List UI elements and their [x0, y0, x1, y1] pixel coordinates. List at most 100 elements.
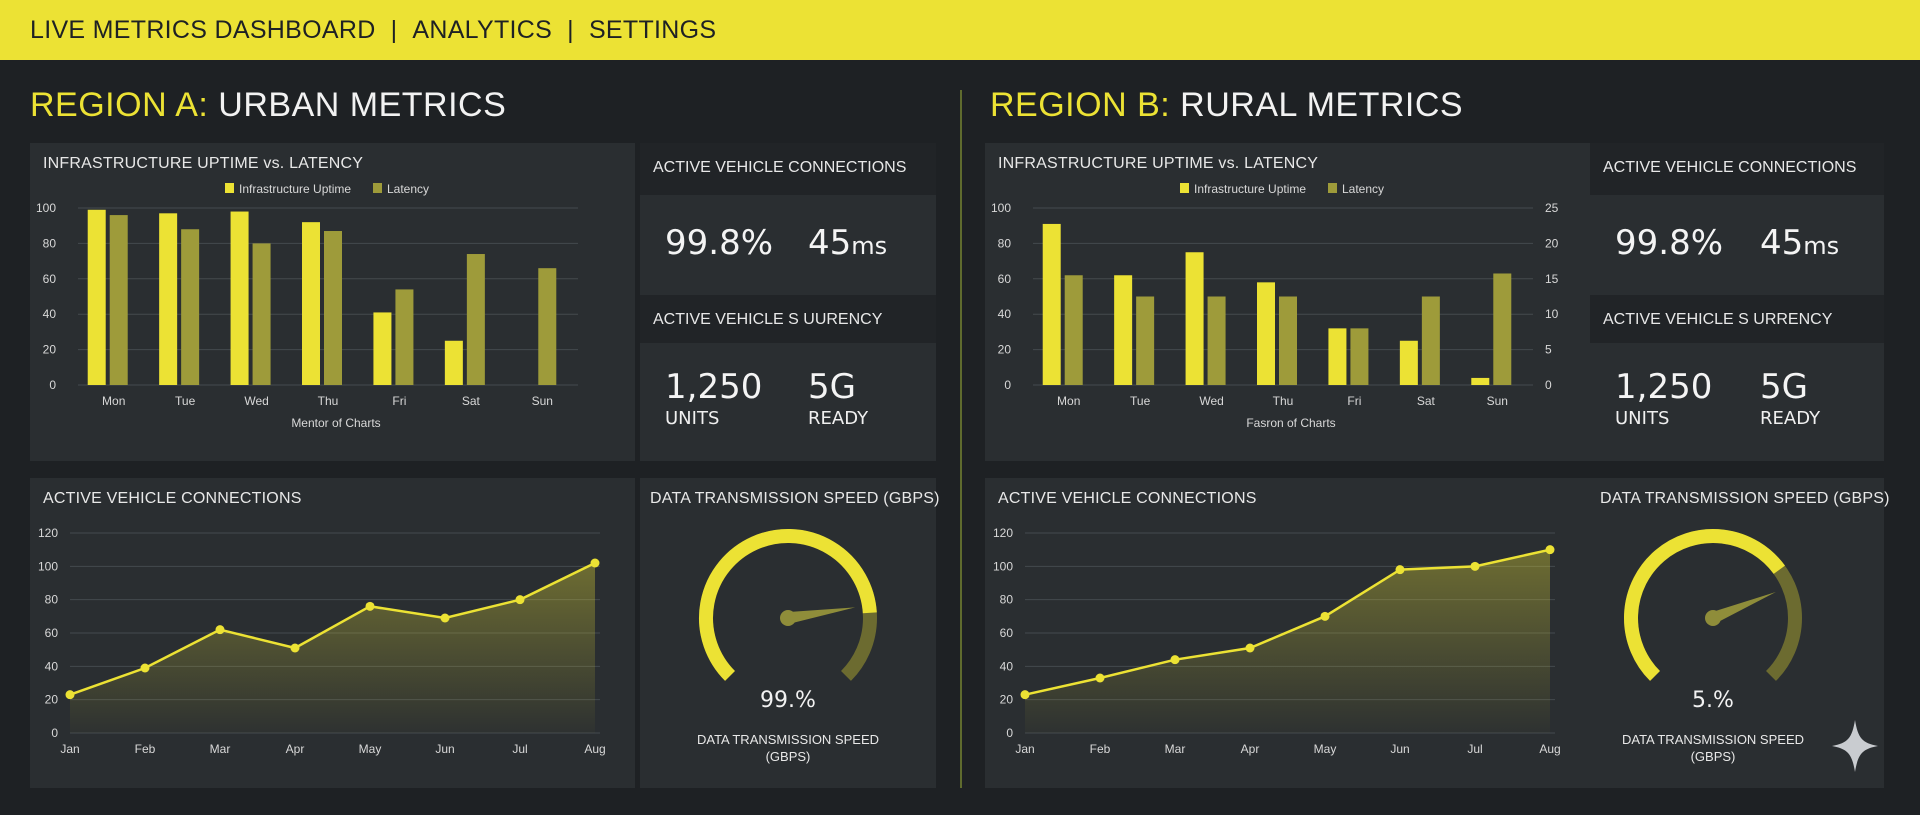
y2-tick-label: 0 — [1545, 378, 1552, 392]
gauge-value: 5.% — [1692, 688, 1734, 713]
bar-latency — [324, 231, 342, 385]
x-tick-label: Tue — [175, 394, 196, 408]
gauge-caption: DATA TRANSMISSION SPEED (GBPS) — [1621, 732, 1805, 764]
x-tick-label: Mon — [102, 394, 125, 408]
legend-swatch-uptime — [225, 183, 234, 193]
area-fill — [1025, 549, 1550, 733]
bar-uptime — [230, 211, 249, 385]
data-point — [515, 595, 525, 605]
stat-box-uptime-latency: 99.8% 45ms — [640, 195, 936, 295]
bar-uptime — [1257, 282, 1275, 385]
gauge-title: DATA TRANSMISSION SPEED (GBPS) — [1600, 490, 1890, 507]
y-tick-label: 80 — [1000, 593, 1014, 607]
nav-analytics[interactable]: ANALYTICS — [412, 15, 553, 44]
x-tick-label: Feb — [1090, 742, 1111, 756]
y-tick-label: 120 — [38, 526, 58, 540]
region-title: REGION B: RURAL METRICS — [990, 86, 1463, 125]
bar-latency — [109, 215, 128, 385]
bar-uptime — [1399, 340, 1418, 385]
stat-box-uptime-latency: 99.8% 45ms — [1590, 195, 1884, 295]
gauge-panel: DATA TRANSMISSION SPEED (GBPS) 99.% DATA… — [640, 478, 939, 788]
bar-uptime — [444, 340, 463, 385]
stat-header-connections: ACTIVE VEHICLE CONNECTIONS — [1590, 143, 1884, 195]
region-title-highlight: REGION A: — [30, 86, 209, 124]
gauge-panel: DATA TRANSMISSION SPEED (GBPS) 5.% DATA … — [1590, 478, 1889, 788]
latency-value: 45ms — [1760, 223, 1840, 263]
x-tick-label: Fri — [1347, 394, 1361, 408]
y-tick-label: 20 — [45, 693, 59, 707]
gauge-caption: DATA TRANSMISSION SPEED (GBPS) — [696, 732, 880, 764]
nav-settings[interactable]: SETTINGS — [588, 15, 717, 44]
data-point — [1470, 561, 1480, 571]
y-tick-label: 60 — [45, 626, 59, 640]
legend-swatch-latency — [373, 183, 382, 193]
y-tick-label: 20 — [998, 343, 1012, 357]
legend-swatch-latency — [1328, 183, 1337, 193]
bar-latency — [1136, 296, 1155, 385]
uptime-value: 99.8% — [665, 223, 774, 263]
y-tick-label: 0 — [1004, 378, 1011, 392]
x-tick-label: Jul — [1467, 742, 1482, 756]
network-label: READY — [808, 408, 869, 429]
bar-latency — [1493, 273, 1512, 385]
bar-latency — [538, 268, 557, 385]
series-line — [1024, 548, 1551, 696]
y-tick-label: 60 — [1000, 626, 1014, 640]
x-tick-label: Thu — [1273, 394, 1294, 408]
legend-label-latency: Latency — [1342, 182, 1384, 196]
data-point — [290, 643, 300, 653]
bar-latency — [1279, 296, 1297, 385]
x-tick-label: Mon — [1057, 394, 1080, 408]
region-divider — [960, 90, 962, 788]
y2-tick-label: 25 — [1545, 201, 1559, 215]
x-tick-label: Aug — [584, 742, 605, 756]
bar-uptime — [87, 209, 106, 385]
legend-swatch-uptime — [1180, 183, 1189, 193]
bar-uptime — [1185, 252, 1204, 385]
x-tick-label: Tue — [1130, 394, 1151, 408]
stat-box-units-network: 1,250 UNITS 5G READY — [640, 343, 936, 461]
bar-uptime — [1328, 328, 1347, 385]
bar-uptime — [1114, 275, 1133, 385]
x-tick-label: Thu — [318, 394, 339, 408]
y2-tick-label: 15 — [1545, 272, 1559, 286]
bar-latency — [466, 254, 485, 385]
x-tick-label: Jan — [60, 742, 79, 756]
bar-chart: 0 20 40 60 80 100 0 5 10 15 20 25 Mon Tue Wed Thu Fri Sat… — [991, 182, 1559, 430]
x-axis-label: Mentor of Charts — [291, 416, 380, 430]
y-tick-label: 100 — [38, 559, 58, 573]
units-value: 1,250 — [1615, 367, 1713, 407]
network-value: 5G — [808, 367, 856, 407]
gauge-title: DATA TRANSMISSION SPEED (GBPS) — [650, 490, 940, 507]
x-tick-label: Mar — [1165, 742, 1186, 756]
stat-box-units-network: 1,250 UNITS 5G READY — [1590, 343, 1884, 461]
gauge-fill — [1624, 529, 1785, 681]
x-tick-label: Fri — [392, 394, 406, 408]
y-tick-label: 40 — [45, 659, 59, 673]
y-tick-label: 80 — [43, 236, 57, 250]
data-point — [1545, 545, 1555, 555]
y2-tick-label: 10 — [1545, 307, 1559, 321]
region-title-rest: URBAN METRICS — [218, 86, 507, 124]
gauge-value: 99.% — [760, 688, 816, 713]
line-chart-title: ACTIVE VEHICLE CONNECTIONS — [43, 490, 302, 507]
x-tick-label: Feb — [135, 742, 156, 756]
y-tick-label: 100 — [993, 559, 1013, 573]
x-tick-label: Jun — [435, 742, 454, 756]
y-tick-label: 20 — [43, 343, 57, 357]
data-point — [1320, 611, 1330, 621]
network-label: READY — [1760, 408, 1821, 429]
bar-latency — [395, 289, 414, 385]
region-a: REGION A: URBAN METRICS INFRASTRUCTURE U… — [0, 60, 960, 815]
y-tick-label: 40 — [1000, 659, 1014, 673]
y-tick-label: 0 — [49, 378, 56, 392]
x-tick-label: Sat — [462, 394, 481, 408]
data-point — [590, 558, 600, 568]
bar-latency — [1207, 296, 1226, 385]
x-tick-label: Wed — [1199, 394, 1223, 408]
legend-label-latency: Latency — [387, 182, 429, 196]
data-point — [1245, 643, 1255, 653]
units-label: UNITS — [1615, 408, 1670, 429]
region-b: REGION B: RURAL METRICS INFRASTRUCTURE U… — [960, 60, 1920, 815]
nav-dashboard[interactable]: LIVE METRICS DASHBOARD — [30, 15, 376, 44]
